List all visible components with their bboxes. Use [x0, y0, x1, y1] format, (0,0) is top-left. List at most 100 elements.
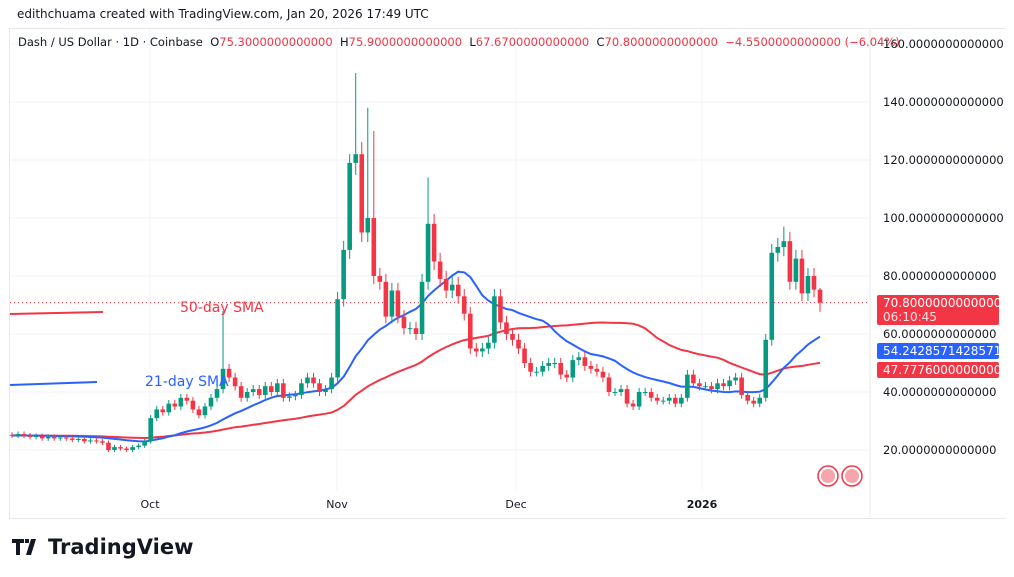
candle-body	[63, 437, 69, 439]
candle-body	[178, 397, 184, 407]
candle-body	[244, 392, 250, 398]
tradingview-logo[interactable]: TradingView	[12, 535, 193, 559]
candle-body	[787, 241, 793, 282]
candle-body	[160, 409, 166, 413]
candle-body	[395, 290, 401, 317]
candle-body	[106, 442, 111, 450]
y-tick-label: 60.0000000000000	[883, 327, 996, 341]
candle-body	[377, 276, 383, 282]
candle-body	[335, 299, 340, 378]
candle-body	[262, 386, 268, 395]
candle-body	[27, 435, 33, 437]
high-label: H	[339, 35, 349, 49]
y-tick-label: 120.0000000000000	[883, 153, 1004, 167]
logo-text: TradingView	[48, 535, 194, 559]
candle-body	[401, 316, 407, 329]
candle-body	[516, 339, 521, 349]
candle-body	[287, 396, 292, 398]
candle-body	[733, 377, 738, 381]
candle-body	[576, 357, 582, 361]
candle-body	[112, 447, 117, 450]
candle-body	[588, 365, 594, 369]
candle-body	[57, 437, 63, 439]
candle-body	[691, 374, 696, 384]
candle-body	[630, 403, 636, 407]
candle-body	[570, 360, 576, 378]
candle-body	[540, 365, 545, 372]
candle-body	[21, 434, 27, 436]
sma21-line	[11, 270, 821, 443]
candle-body	[455, 284, 461, 297]
candle-body	[39, 436, 45, 439]
candle-body	[353, 154, 359, 163]
candle-body	[534, 371, 539, 373]
candle-body	[799, 258, 805, 294]
candle-body	[305, 377, 310, 384]
candle-body	[130, 447, 135, 450]
open-label: O	[210, 35, 220, 49]
candle-body	[793, 258, 799, 282]
candle-body	[100, 441, 105, 443]
y-tick-label: 80.0000000000000	[883, 269, 996, 283]
candle-body	[522, 348, 527, 363]
candle-body	[419, 281, 425, 334]
candle-body	[341, 249, 346, 300]
candle-body	[624, 389, 630, 404]
candle-body	[214, 389, 220, 398]
candle-body	[564, 374, 570, 378]
candle-body	[666, 397, 672, 401]
candle-body	[745, 394, 750, 401]
sma50-drawing	[9, 311, 104, 315]
candle-body	[594, 368, 600, 372]
candle-body	[268, 386, 274, 392]
candle-body	[425, 223, 431, 282]
candle-body	[805, 276, 811, 294]
candle-body	[654, 397, 660, 401]
candle-body	[437, 261, 443, 279]
candle-body	[763, 339, 769, 398]
ohlc-legend: Dash / US Dollar · 1D · Coinbase O75.300…	[18, 35, 900, 49]
candle-body	[504, 322, 509, 334]
candle-body	[299, 383, 304, 395]
close-value: 70.8000000000000	[604, 35, 718, 49]
x-tick-label: Dec	[505, 498, 526, 511]
candle-body	[642, 392, 648, 393]
candle-body	[250, 389, 256, 392]
low-label: L	[469, 35, 476, 49]
candle-body	[461, 296, 467, 314]
candle-body	[558, 363, 564, 375]
candle-body	[172, 403, 178, 407]
sma50-annotation: 50-day SMA	[180, 300, 264, 316]
candle-body	[389, 290, 395, 317]
y-tick-label: 140.0000000000000	[883, 95, 1004, 109]
candle-body	[546, 363, 551, 366]
sma21-drawing	[9, 381, 98, 386]
candle-body	[293, 394, 298, 397]
candle-body	[703, 386, 708, 388]
candle-body	[51, 436, 57, 439]
last-price-tag: 70.8000000000000 06:10:45	[877, 295, 1001, 325]
candle-body	[709, 386, 714, 390]
credit-text: edithchuama created with TradingView.com…	[17, 7, 429, 21]
candle-body	[70, 438, 75, 440]
candle-body	[685, 374, 690, 398]
candle-body	[45, 436, 51, 439]
x-tick-label: 2026	[687, 498, 718, 511]
candle-body	[238, 386, 244, 398]
candle-body	[124, 448, 129, 450]
candle-body	[347, 162, 352, 250]
low-value: 67.6700000000000	[475, 35, 590, 49]
candle-body	[184, 397, 190, 401]
change-value: −4.5500000000000 (−6.04%)	[725, 35, 900, 49]
candle-body	[721, 383, 726, 387]
candle-body	[281, 383, 286, 398]
candle-body	[190, 400, 196, 410]
symbol-label[interactable]: Dash / US Dollar · 1D · Coinbase	[18, 35, 203, 49]
candle-body	[727, 380, 732, 387]
candle-body	[498, 296, 503, 323]
candle-body	[220, 368, 226, 390]
candle-body	[329, 377, 334, 390]
candle-body	[275, 383, 280, 392]
y-tick-label: 40.0000000000000	[883, 385, 996, 399]
